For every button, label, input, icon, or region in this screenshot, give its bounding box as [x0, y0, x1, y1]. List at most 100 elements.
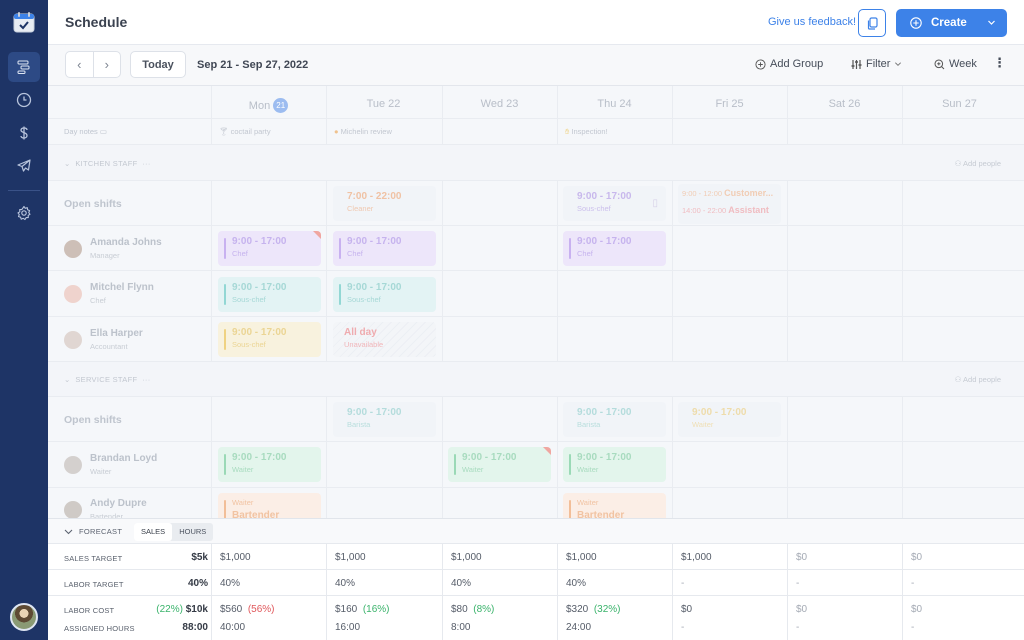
sidebar-item-settings[interactable] — [8, 198, 40, 228]
day-header-row — [48, 86, 1024, 119]
page-title: Schedule — [65, 14, 128, 30]
date-range: Sep 21 - Sep 27, 2022 — [197, 59, 309, 71]
shift-card[interactable]: Waiter Bartender — [563, 493, 666, 518]
day-header-sat[interactable]: Sat 26 — [828, 98, 861, 110]
view-week-button[interactable]: Week — [934, 58, 977, 70]
zoom-icon — [934, 59, 945, 69]
forecast-tabs: SALES HOURS — [134, 523, 214, 541]
sidebar-item-time[interactable] — [8, 85, 40, 115]
open-shifts-row — [48, 181, 1024, 226]
shift-card[interactable]: 9:00 - 17:00 Chef — [333, 231, 436, 266]
open-shift-card-multi[interactable]: 9:00 - 12:00 Customer... 14:00 - 22:00 A… — [678, 184, 781, 224]
copy-icon — [867, 16, 878, 30]
group-header-kitchen — [48, 145, 1024, 181]
next-week-button[interactable]: › — [104, 57, 109, 72]
employee-andy[interactable]: Andy Dupre Bartender — [64, 498, 147, 518]
group-title-service[interactable]: ⌄ SERVICE STAFF ··· — [64, 375, 151, 384]
create-button[interactable]: Create — [896, 9, 1007, 37]
shift-card[interactable]: 9:00 - 17:00 Chef — [563, 231, 666, 266]
add-person-icon: ⚇ — [954, 375, 962, 384]
unavailable-card[interactable]: All day Unavailable — [333, 322, 436, 357]
more-options-button[interactable]: ⋮ — [993, 55, 1006, 70]
day-notes-label: Day notes ▭ — [64, 127, 107, 136]
forecast-toggle[interactable]: FORECAST — [64, 527, 122, 536]
add-people-kitchen[interactable]: ⚇ Add people — [954, 159, 1001, 168]
comment-icon: ▭ — [99, 127, 107, 136]
employee-row — [48, 271, 1024, 317]
avatar — [64, 330, 82, 349]
employee-row — [48, 317, 1024, 362]
open-shift-card[interactable]: 7:00 - 22:00 Cleaner — [333, 186, 436, 221]
open-shifts-row — [48, 397, 1024, 442]
day-note-mon[interactable]: 🍸︎ coctail party — [219, 127, 271, 136]
employee-mitchel[interactable]: Mitchel Flynn Chef — [64, 282, 154, 305]
schedule-grid: Mon 21 Tue 22 Wed 23 Thu 24 Fri 25 Sat 26… — [48, 86, 1024, 518]
day-header-wed[interactable]: Wed 23 — [480, 98, 519, 110]
chevron-down-icon[interactable] — [987, 18, 996, 27]
day-note-tue[interactable]: ● Michelin review — [334, 127, 392, 136]
gear-icon — [17, 205, 31, 221]
open-shifts-label: Open shifts — [64, 414, 122, 426]
sidebar-item-schedule[interactable] — [8, 52, 40, 82]
calendar-check-icon[interactable] — [12, 10, 36, 34]
employee-row — [48, 226, 1024, 271]
tab-sales[interactable]: SALES — [134, 523, 173, 541]
group-title-kitchen[interactable]: ⌄ KITCHEN STAFF ··· — [64, 159, 151, 168]
avatar — [64, 455, 82, 474]
open-shift-card[interactable]: 9:00 - 17:00 Sous-chef ▯ — [563, 186, 666, 221]
employee-amanda[interactable]: Amanda Johns Manager — [64, 237, 162, 260]
open-shifts-label: Open shifts — [64, 198, 122, 210]
sidebar-item-payroll[interactable] — [8, 118, 40, 148]
add-group-button[interactable]: Add Group — [755, 58, 823, 70]
shift-card[interactable]: 9:00 - 17:00 Waiter — [218, 447, 321, 482]
day-header-sun[interactable]: Sun 27 — [942, 98, 977, 110]
shift-card[interactable]: Waiter Bartender — [218, 493, 321, 518]
today-badge: 21 — [273, 98, 289, 113]
document-icon: ▯ — [652, 198, 658, 209]
tab-hours[interactable]: HOURS — [179, 527, 207, 536]
copy-button[interactable] — [858, 9, 886, 37]
day-header-fri[interactable]: Fri 25 — [715, 98, 744, 110]
open-shift-card[interactable]: 9:00 - 17:00 Waiter — [678, 402, 781, 437]
plus-circle-icon — [755, 58, 766, 70]
chevron-down-icon — [64, 529, 73, 535]
day-notes-row — [48, 119, 1024, 145]
conflict-flag — [313, 231, 321, 239]
day-note-thu[interactable]: ✋︎ Inspection! — [565, 127, 608, 136]
employee-row — [48, 442, 1024, 488]
chevron-down-icon — [895, 62, 902, 67]
shift-card[interactable]: 9:00 - 17:00 Chef — [218, 231, 321, 266]
forecast-panel: FORECAST SALES HOURS SALES TARGET $5k $1… — [48, 518, 1024, 640]
user-avatar[interactable] — [10, 603, 38, 631]
forecast-row-sales-target — [48, 544, 1024, 570]
sidebar-divider — [8, 190, 40, 191]
add-people-service[interactable]: ⚇ Add people — [954, 375, 1001, 384]
toolbar: ‹ › Today Sep 21 - Sep 27, 2022 Add Grou… — [48, 45, 1024, 86]
open-shift-card[interactable]: 9:00 - 17:00 Barista — [563, 402, 666, 437]
filter-button[interactable]: Filter — [851, 58, 902, 70]
shift-card[interactable]: 9:00 - 17:00 Waiter — [563, 447, 666, 482]
shift-card[interactable]: 9:00 - 17:00 Sous-chef — [333, 277, 436, 312]
employee-brandan[interactable]: Brandan Loyd Waiter — [64, 453, 157, 476]
shift-card[interactable]: 9:00 - 17:00 Waiter — [448, 447, 551, 482]
day-header-mon[interactable]: Mon 21 — [211, 98, 326, 113]
sidebar-item-time-off[interactable] — [8, 151, 40, 181]
employee-row — [48, 488, 1024, 518]
prev-week-button[interactable]: ‹ — [66, 52, 94, 77]
today-button[interactable]: Today — [130, 51, 186, 78]
conflict-flag — [543, 447, 551, 455]
cocktail-icon: 🍸︎ — [219, 127, 229, 136]
employee-ella[interactable]: Ella Harper Accountant — [64, 328, 143, 351]
plane-icon — [17, 159, 31, 172]
day-header-tue[interactable]: Tue 22 — [366, 98, 401, 110]
shift-card[interactable]: 9:00 - 17:00 Sous-chef — [218, 322, 321, 357]
open-shift-card[interactable]: 9:00 - 17:00 Barista — [333, 402, 436, 437]
week-nav: ‹ › — [65, 51, 121, 78]
feedback-link[interactable]: Give us feedback! — [768, 16, 857, 28]
create-label: Create — [931, 17, 967, 29]
shift-card[interactable]: 9:00 - 17:00 Sous-chef — [218, 277, 321, 312]
day-header-thu[interactable]: Thu 24 — [597, 98, 632, 110]
dollar-icon — [20, 126, 28, 140]
add-person-icon: ⚇ — [954, 159, 962, 168]
dot-icon: ● — [334, 127, 339, 136]
